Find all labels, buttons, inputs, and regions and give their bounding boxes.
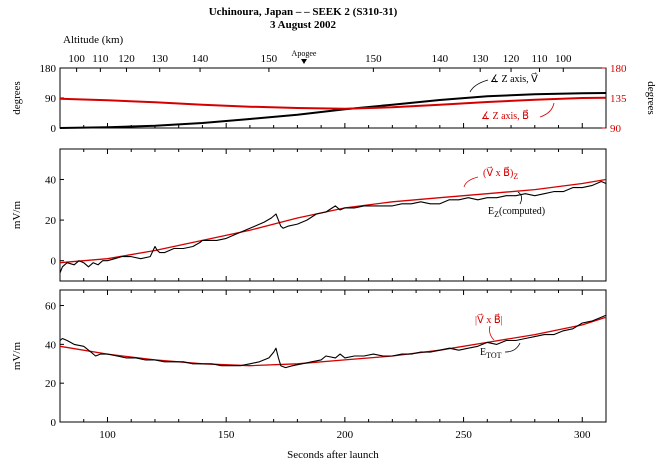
x-tick-labels: 100 150 200 250 300 bbox=[99, 429, 591, 441]
etot-panel: 0 20 40 60 mV/m |V⃗ x B⃗| ETOT bbox=[11, 289, 607, 429]
vxb-z-text: (V⃗ x B⃗) bbox=[483, 166, 513, 179]
series-line-1 bbox=[59, 180, 607, 274]
altitude-tick-label: 100 bbox=[555, 53, 572, 65]
altitude-ticks: 100 110 120 130 140 150 150 140 130 120 110 100 bbox=[68, 53, 572, 72]
altitude-tick-label: 110 bbox=[92, 53, 109, 65]
series-line-1 bbox=[59, 96, 607, 110]
ytick-label: 20 bbox=[45, 378, 57, 390]
altitude-tick-label: 130 bbox=[472, 53, 489, 65]
altitude-tick-label: 120 bbox=[118, 53, 135, 65]
ytick-label: 0 bbox=[51, 123, 57, 135]
angles-ylabel: degrees bbox=[11, 81, 23, 115]
ez-xticks bbox=[59, 149, 607, 281]
b-angle-arrow bbox=[539, 102, 555, 118]
altitude-axis-label: Altitude (km) bbox=[63, 34, 124, 46]
ez-computed-arrow bbox=[517, 191, 522, 205]
angles-lines bbox=[59, 92, 607, 129]
apogee-label: Apogee bbox=[292, 49, 317, 58]
etot-panel-frame bbox=[59, 289, 607, 423]
ez-yticks: 0 20 40 bbox=[45, 174, 64, 268]
altitude-tick-label: 140 bbox=[432, 53, 449, 65]
etot-lines bbox=[59, 314, 607, 369]
xtick-label: 250 bbox=[455, 429, 472, 441]
altitude-tick-label: 100 bbox=[68, 53, 85, 65]
angles-yticks-right: 90 135 180 bbox=[602, 63, 627, 135]
vxb-mag-annotation: |V⃗ x B⃗| bbox=[475, 313, 503, 326]
chart-date: 3 August 2002 bbox=[270, 19, 337, 31]
xtick-label: 100 bbox=[99, 429, 116, 441]
ez-lines bbox=[59, 178, 607, 274]
chart-title: Uchinoura, Japan – – SEEK 2 (S310-31) bbox=[209, 6, 398, 18]
series-line-0 bbox=[59, 178, 607, 264]
v-angle-annotation: ∡ Z axis, V⃗ bbox=[490, 72, 538, 85]
xtick-label: 300 bbox=[574, 429, 591, 441]
series-line-0 bbox=[59, 316, 607, 367]
ytick-label: 20 bbox=[45, 215, 57, 227]
xtick-label: 200 bbox=[337, 429, 354, 441]
etot-text: E bbox=[480, 347, 486, 358]
ez-ylabel: mV/m bbox=[11, 201, 23, 230]
ez-panel-frame bbox=[59, 148, 607, 282]
ez-computed-annotation: EZ(computed) bbox=[488, 206, 545, 219]
ez-computed-text: E bbox=[488, 206, 494, 217]
vxb-mag-arrow bbox=[489, 325, 495, 341]
altitude-tick-label: 120 bbox=[503, 53, 520, 65]
altitude-tick-label: 110 bbox=[531, 53, 548, 65]
altitude-tick-label: 150 bbox=[261, 53, 278, 65]
etot-arrow bbox=[504, 342, 521, 353]
ytick-right-label: 180 bbox=[610, 63, 627, 75]
altitude-tick-label: 130 bbox=[151, 53, 168, 65]
apogee-marker bbox=[301, 59, 307, 64]
ytick-label: 0 bbox=[51, 256, 57, 268]
x-axis-label: Seconds after launch bbox=[287, 449, 379, 461]
vxb-z-sub: Z bbox=[513, 172, 518, 181]
angles-ylabel-right: degrees bbox=[645, 81, 657, 115]
b-angle-annotation: ∡ Z axis, B⃗ bbox=[481, 109, 529, 122]
ez-computed-after: (computed) bbox=[499, 206, 545, 217]
etot-sub: TOT bbox=[486, 351, 502, 360]
ytick-right-label: 90 bbox=[610, 123, 622, 135]
ytick-label: 40 bbox=[45, 339, 57, 351]
altitude-tick-label: 140 bbox=[192, 53, 209, 65]
etot-yticks: 0 20 40 60 bbox=[45, 301, 64, 429]
angles-panel: 0 90 180 90 135 180 degrees degrees ∡ Z axis… bbox=[11, 63, 657, 135]
ytick-right-label: 135 bbox=[610, 93, 627, 105]
ytick-label: 0 bbox=[51, 417, 57, 429]
v-angle-arrow bbox=[469, 79, 489, 93]
ez-computed-sub: Z bbox=[494, 210, 499, 219]
ytick-label: 180 bbox=[40, 63, 57, 75]
ytick-label: 60 bbox=[45, 301, 57, 313]
xtick-label: 150 bbox=[218, 429, 235, 441]
ytick-label: 90 bbox=[45, 93, 57, 105]
altitude-tick-label: 150 bbox=[365, 53, 382, 65]
vxb-z-arrow bbox=[463, 176, 479, 188]
vxb-z-annotation: (V⃗ x B⃗)Z bbox=[483, 166, 518, 181]
etot-xticks bbox=[59, 290, 607, 422]
etot-annotation: ETOT bbox=[480, 347, 502, 360]
ytick-label: 40 bbox=[45, 174, 57, 186]
etot-ylabel: mV/m bbox=[11, 342, 23, 371]
series-line-1 bbox=[59, 314, 607, 369]
